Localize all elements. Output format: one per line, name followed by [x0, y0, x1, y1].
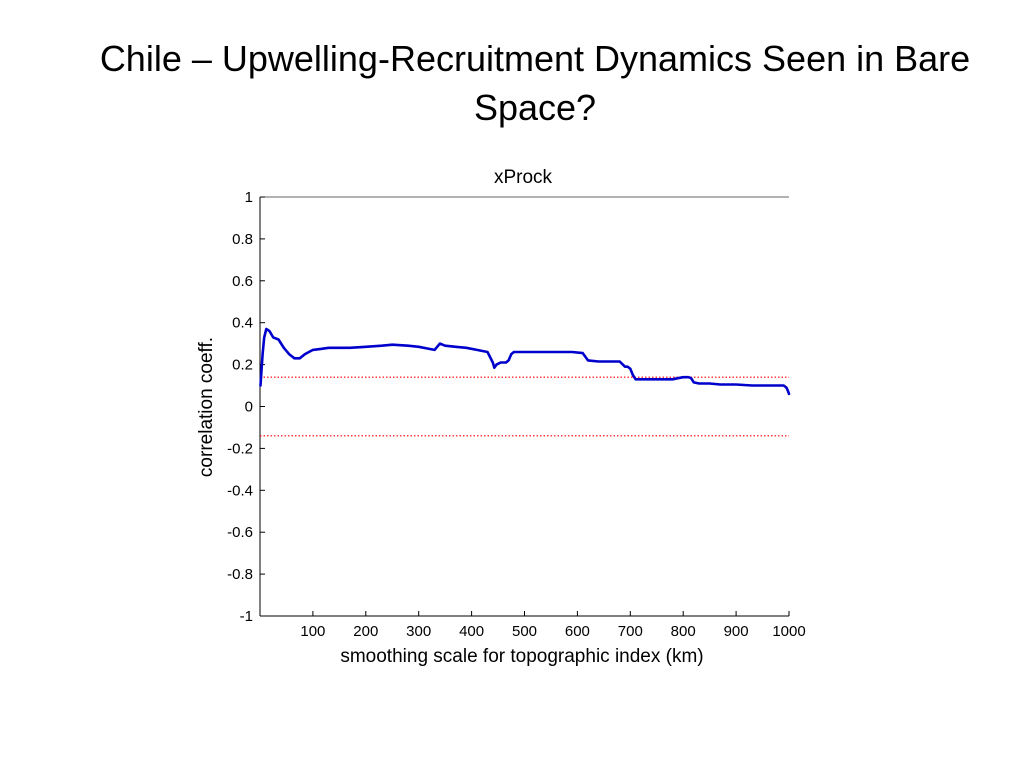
chart-title: xProck	[494, 167, 553, 188]
y-tick-label: -1	[240, 608, 253, 625]
y-axis-label: correlation coeff.	[196, 337, 217, 477]
y-tick-label: 0	[245, 399, 253, 416]
x-tick-label: 400	[459, 623, 484, 640]
y-tick-label: -0.6	[227, 524, 253, 541]
x-tick-label: 100	[300, 623, 325, 640]
slide-title: Chile – Upwelling-Recruitment Dynamics S…	[99, 38, 971, 128]
x-tick-label: 200	[353, 623, 378, 640]
x-tick-label: 700	[618, 623, 643, 640]
y-tick-label: 1	[245, 189, 253, 206]
y-tick-label: 0.8	[232, 231, 253, 248]
x-tick-label: 500	[512, 623, 537, 640]
y-tick-label: 0.2	[232, 357, 253, 374]
x-tick-label: 800	[671, 623, 696, 640]
y-tick-label: -0.4	[227, 482, 253, 499]
x-tick-label: 600	[565, 623, 590, 640]
y-tick-label: -0.8	[227, 566, 253, 583]
y-tick-label: 0.4	[232, 315, 253, 332]
x-axis-label: smoothing scale for topographic index (k…	[340, 646, 703, 667]
correlation-series-line	[259, 327, 791, 396]
y-tick-label: 0.6	[232, 273, 253, 290]
x-tick-label: 900	[724, 623, 749, 640]
x-tick-label: 1000	[772, 623, 805, 640]
y-tick-label: -0.2	[227, 440, 253, 457]
x-tick-label: 300	[406, 623, 431, 640]
